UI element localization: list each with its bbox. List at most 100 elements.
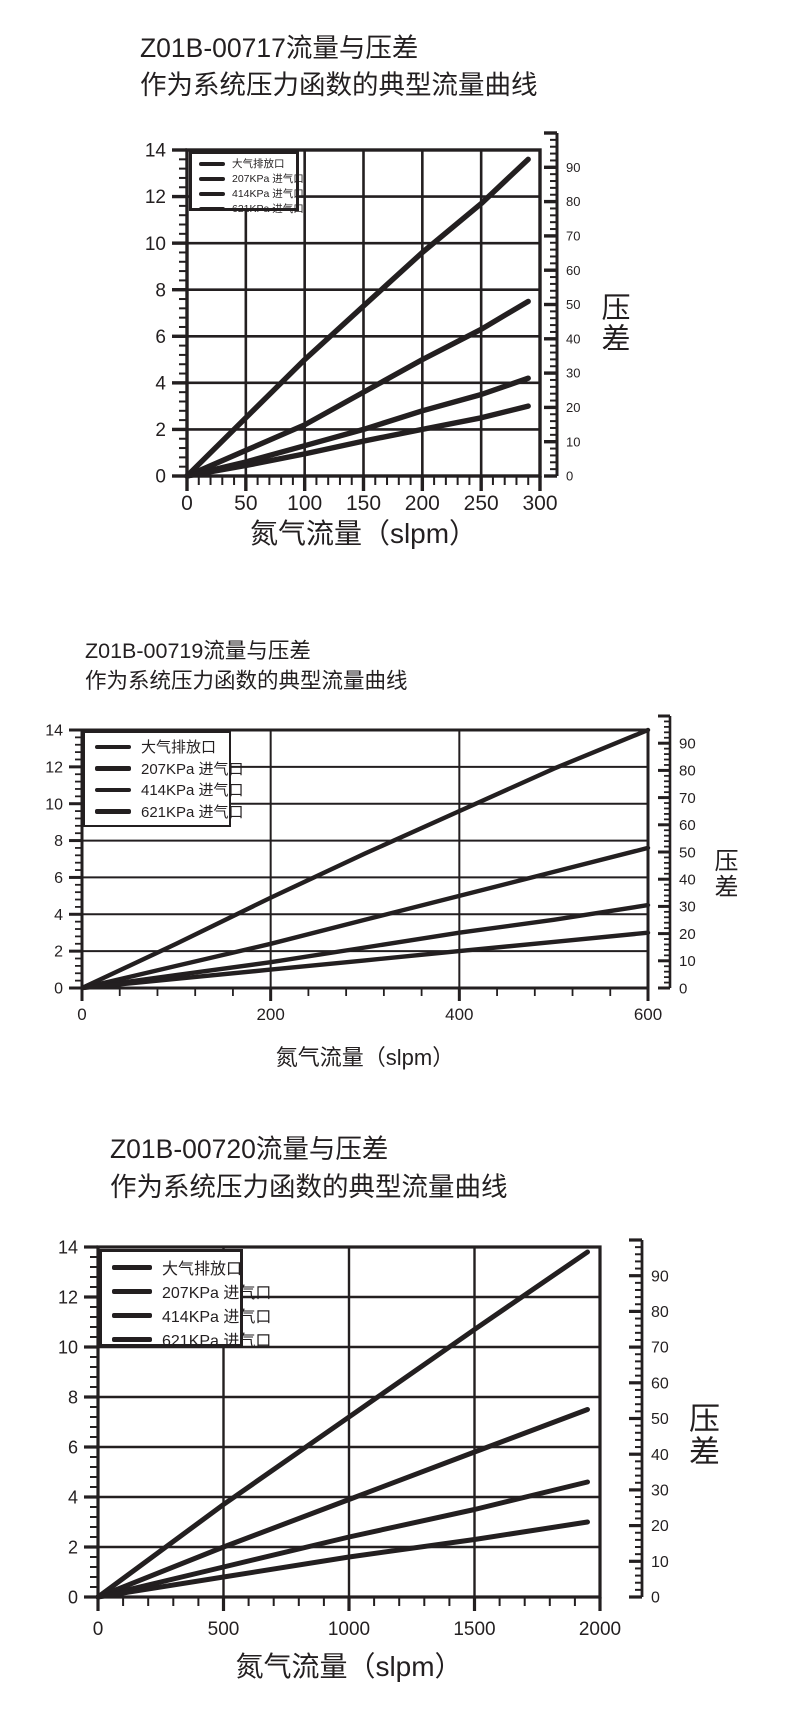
right-tick-label: 70	[566, 228, 580, 243]
legend-line-sample	[112, 1312, 152, 1318]
y-tick-label: 4	[54, 907, 63, 924]
chart1-right-axis-label: 压差	[597, 292, 629, 354]
right-tick-label: 70	[651, 1340, 669, 1357]
curve-chart3-series-0	[95, 1249, 590, 1600]
right-tick-label: 0	[566, 469, 573, 484]
x-tick-label: 1000	[328, 1619, 370, 1640]
legend-item: 大气排放口	[112, 1255, 243, 1279]
right-tick-label: 90	[679, 735, 696, 752]
x-tick-label: 2000	[579, 1619, 621, 1640]
y-tick-label: 0	[54, 981, 63, 998]
legend-line-sample	[95, 744, 131, 749]
right-tick-label: 50	[566, 297, 580, 312]
x-tick-label: 250	[464, 492, 499, 515]
y-tick-label: 8	[54, 833, 63, 850]
y-tick-label: 8	[68, 1387, 78, 1407]
legend-item: 207KPa 进气口	[199, 171, 304, 186]
legend-line-sample	[199, 176, 225, 181]
curve-chart2-series-3	[79, 930, 651, 991]
chart2-subtitle: 作为系统压力函数的典型流量曲线	[85, 669, 408, 693]
x-tick-label: 150	[346, 492, 381, 515]
legend-label: 207KPa 进气口	[162, 1285, 272, 1302]
legend-line-sample	[199, 161, 225, 166]
chart1-xaxis-label: 氮气流量（slpm）	[249, 518, 478, 549]
chart2-xaxis-label: 氮气流量（slpm）	[275, 1045, 455, 1070]
x-tick-label: 200	[256, 1005, 284, 1024]
right-tick-label: 80	[651, 1304, 669, 1321]
y-tick-label: 14	[45, 723, 63, 740]
y-tick-label: 0	[68, 1587, 78, 1607]
right-tick-label: 50	[651, 1411, 669, 1428]
chart2-right-axis-label: 压差	[710, 848, 737, 900]
y-tick-label: 0	[155, 467, 166, 488]
y-tick-label: 14	[145, 141, 167, 162]
right-tick-label: 20	[566, 400, 580, 415]
curve-chart1-series-3	[184, 403, 531, 479]
right-tick-label: 30	[566, 366, 580, 381]
legend-line-sample	[95, 787, 131, 792]
y-tick-label: 4	[68, 1487, 78, 1507]
y-tick-label: 2	[54, 944, 63, 961]
legend-item: 621KPa 进气口	[199, 201, 304, 216]
y-tick-label: 8	[155, 280, 166, 301]
right-tick-label: 40	[679, 871, 696, 888]
legend-item: 大气排放口	[95, 736, 229, 757]
right-tick-label: 40	[566, 331, 580, 346]
legend-label: 414KPa 进气口	[141, 782, 244, 800]
right-tick-label: 40	[651, 1447, 669, 1464]
right-tick-label: 30	[679, 899, 696, 916]
legend-item: 621KPa 进气口	[112, 1327, 271, 1351]
y-tick-label: 14	[58, 1237, 78, 1257]
chart3-title-block: Z01B-00720流量与压差 作为系统压力函数的典型流量曲线	[110, 1130, 508, 1206]
legend-item: 414KPa 进气口	[95, 779, 244, 800]
legend-label: 621KPa 进气口	[141, 803, 244, 821]
x-tick-label: 400	[445, 1005, 473, 1024]
right-tick-label: 60	[651, 1375, 669, 1392]
legend-label: 207KPa 进气口	[232, 173, 304, 185]
legend-line-sample	[199, 191, 225, 196]
x-tick-label: 100	[287, 492, 322, 515]
x-tick-label: 0	[93, 1619, 104, 1640]
x-tick-label: 1500	[453, 1619, 495, 1640]
right-tick-label: 90	[651, 1268, 669, 1285]
right-tick-label: 60	[566, 263, 580, 278]
chart1-title-block: Z01B-00717流量与压差 作为系统压力函数的典型流量曲线	[140, 30, 538, 104]
y-tick-label: 12	[145, 187, 166, 208]
chart1-subtitle: 作为系统压力函数的典型流量曲线	[140, 70, 538, 100]
legend-item: 207KPa 进气口	[112, 1279, 271, 1303]
legend-line-sample	[112, 1264, 152, 1270]
y-tick-label: 4	[155, 374, 166, 395]
y-tick-label: 2	[155, 420, 166, 441]
chart2-legend: 大气排放口 207KPa 进气口 414KPa 进气口 621KPa 进气口	[83, 731, 244, 827]
right-tick-label: 60	[679, 817, 696, 834]
legend-label: 414KPa 进气口	[232, 188, 304, 200]
y-tick-label: 10	[58, 1337, 78, 1357]
y-tick-label: 2	[68, 1537, 78, 1557]
legend-label: 大气排放口	[162, 1261, 243, 1278]
x-tick-label: 500	[208, 1619, 240, 1640]
y-tick-label: 6	[68, 1437, 78, 1457]
x-tick-label: 200	[405, 492, 440, 515]
chart2-title: Z01B-00719流量与压差	[85, 639, 311, 663]
y-tick-label: 10	[145, 234, 166, 255]
right-tick-label: 10	[651, 1554, 669, 1571]
legend-item: 207KPa 进气口	[95, 758, 244, 779]
legend-line-sample	[112, 1288, 152, 1294]
plot-frame	[80, 728, 650, 990]
chart2-title-block: Z01B-00719流量与压差 作为系统压力函数的典型流量曲线	[85, 636, 408, 696]
curve-chart3-series-2	[95, 1479, 590, 1600]
chart1-title: Z01B-00717流量与压差	[140, 33, 419, 63]
legend-item: 414KPa 进气口	[112, 1303, 271, 1327]
chart3-subtitle: 作为系统压力函数的典型流量曲线	[110, 1172, 508, 1202]
x-tick-label: 600	[634, 1005, 662, 1024]
legend-item: 621KPa 进气口	[95, 801, 244, 822]
curve-chart3-series-1	[95, 1407, 590, 1600]
x-tick-label: 50	[234, 492, 257, 515]
curve-chart1-series-2	[184, 375, 531, 479]
chart3-legend: 大气排放口 207KPa 进气口 414KPa 进气口 621KPa 进气口	[99, 1249, 271, 1350]
curve-chart2-series-0	[79, 727, 651, 991]
legend-item: 414KPa 进气口	[199, 186, 304, 201]
right-tick-label: 80	[679, 763, 696, 780]
legend-line-sample	[95, 809, 131, 814]
